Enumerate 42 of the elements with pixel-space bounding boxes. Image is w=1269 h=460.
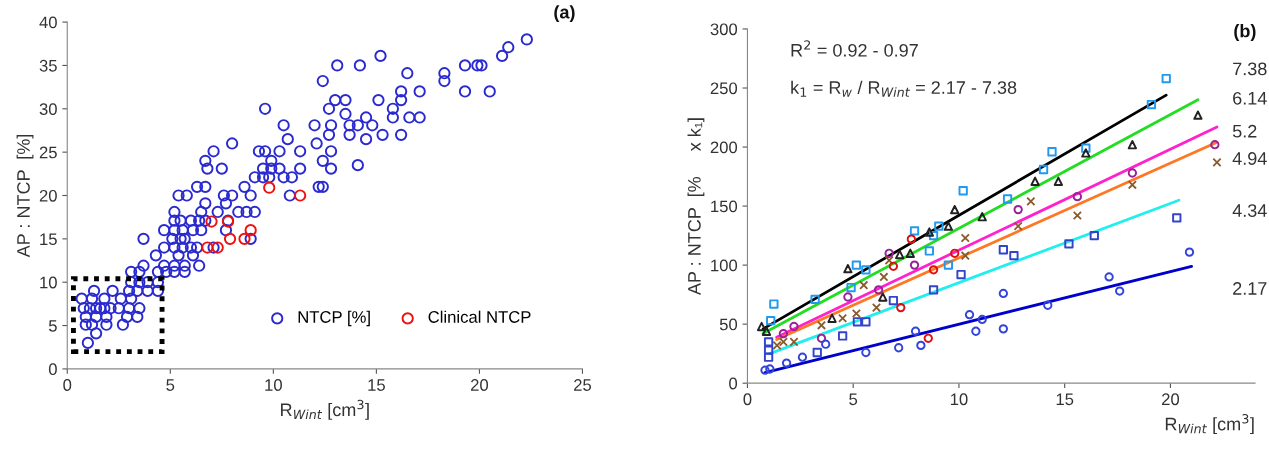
x-axis-title: R$_{Wint}$ [cm$^{3}$] [281, 399, 369, 420]
annotation: (a) [554, 5, 575, 23]
annotation: R$^{2}$ = 0.92 - 0.97 [791, 40, 918, 57]
x-tick-label: 15 [1056, 393, 1074, 406]
y-tick-label: 20 [39, 189, 57, 202]
annotation: k$_{1}$ = R$_{w}$ / R$_{Wint}$ = 2.17 - 7.38 [791, 80, 1017, 97]
y-tick-label: 0 [48, 363, 57, 376]
x-tick-label: 20 [1162, 393, 1180, 406]
x-tick-label: 0 [63, 379, 72, 391]
y-tick-label: 40 [39, 16, 57, 29]
x-tick-label: 25 [574, 379, 592, 391]
y-axis-title: AP : NTCP [% x k₁] [687, 118, 705, 296]
annotation: 4.94 [1232, 152, 1267, 165]
y-tick-label: 5 [48, 320, 57, 332]
x-tick-label: 0 [743, 393, 752, 406]
legend-label: NTCP [%] [298, 310, 370, 327]
y-tick-label: 30 [39, 103, 57, 115]
y-tick-label: 10 [40, 276, 57, 289]
x-tick-label: 5 [166, 379, 175, 391]
x-axis-title: R$_{Wint}$ [cm$^{3}$] [1165, 413, 1254, 435]
legend-label: Clinical NTCP [428, 310, 531, 323]
annotation: 4.34 [1232, 204, 1267, 217]
x-tick-label: 5 [849, 393, 858, 406]
annotation: (b) [1234, 24, 1256, 41]
annotation: 5.2 [1232, 124, 1257, 138]
x-tick-label: 15 [368, 379, 385, 391]
x-tick-label: 20 [471, 379, 489, 391]
y-axis-title: AP : NTCP [%] [16, 134, 34, 258]
y-tick-label: 25 [39, 146, 57, 159]
y-tick-label: 300 [710, 23, 738, 36]
y-tick-label: 150 [711, 200, 738, 213]
y-tick-label: 15 [40, 233, 57, 246]
y-tick-label: 250 [710, 82, 738, 95]
y-tick-label: 50 [719, 318, 738, 331]
y-tick-label: 100 [711, 259, 738, 272]
annotation: 7.38 [1233, 62, 1267, 76]
x-tick-label: 10 [950, 393, 968, 406]
y-tick-label: 200 [710, 141, 738, 154]
annotation: 2.17 [1233, 282, 1267, 295]
annotation: 6.14 [1233, 91, 1267, 105]
y-tick-label: 35 [39, 59, 57, 72]
x-tick-label: 10 [265, 379, 282, 391]
